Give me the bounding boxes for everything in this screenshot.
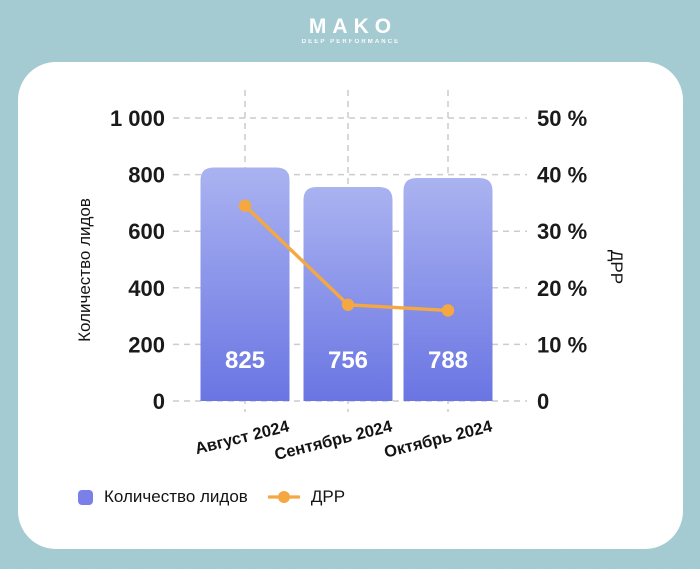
drr-line-swatch-icon bbox=[267, 491, 300, 503]
legend-label-drr: ДРР bbox=[310, 487, 346, 506]
brand-tagline: DEEP PERFORMANCE bbox=[301, 39, 401, 46]
leads-bar-swatch-icon bbox=[78, 489, 93, 505]
chart-card bbox=[18, 62, 683, 549]
legend-item-drr: ДРР bbox=[267, 487, 346, 507]
brand-name: MAKO bbox=[308, 15, 398, 38]
chart-legend: Количество лидов ДРР bbox=[78, 487, 345, 507]
brand-logo: MAKO DEEP PERFORMANCE bbox=[0, 15, 700, 45]
legend-label-leads: Количество лидов bbox=[104, 487, 248, 506]
legend-item-leads: Количество лидов bbox=[78, 487, 248, 507]
